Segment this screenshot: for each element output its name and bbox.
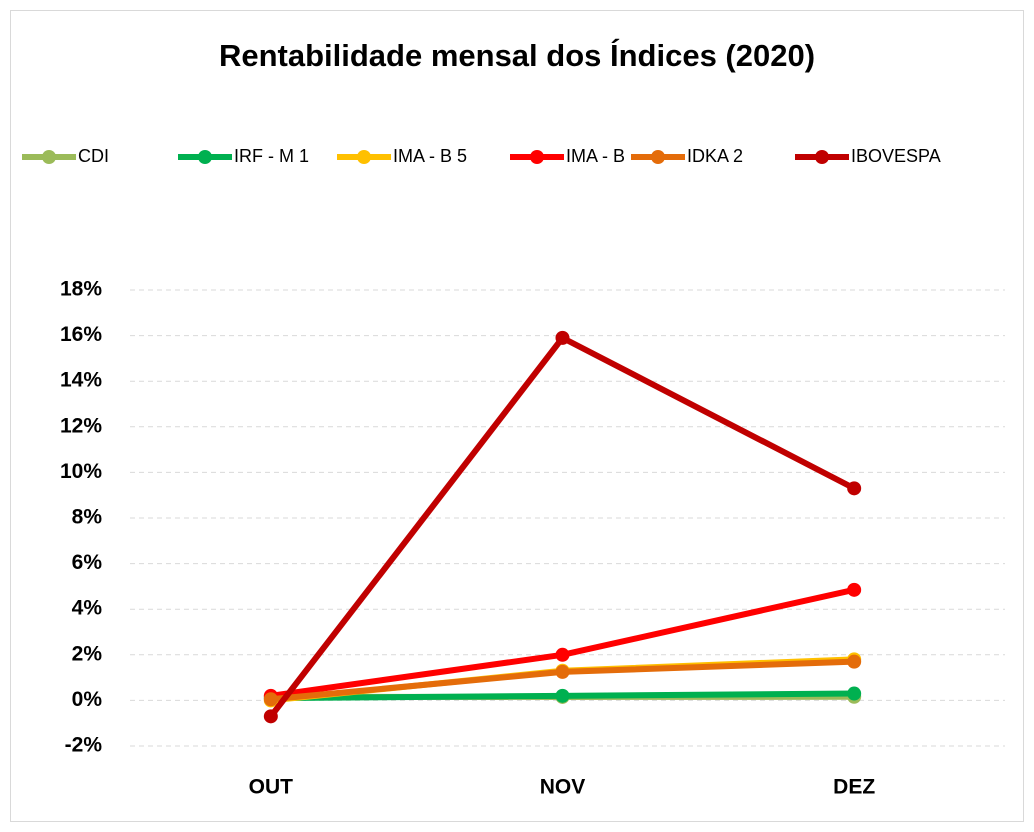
series-marker — [555, 664, 570, 679]
series-marker — [263, 692, 278, 707]
series-marker — [847, 654, 862, 669]
legend-marker — [198, 150, 212, 164]
legend-label: IDKA 2 — [687, 146, 743, 166]
series-marker — [847, 686, 862, 701]
y-tick-label: 16% — [60, 323, 102, 346]
legend-label: IMA - B — [566, 146, 625, 166]
legend-marker — [651, 150, 665, 164]
x-tick-label: DEZ — [833, 776, 875, 799]
series-marker — [847, 582, 862, 597]
legend-marker — [357, 150, 371, 164]
legend-label: IRF - M 1 — [234, 146, 309, 166]
legend-marker — [530, 150, 544, 164]
legend-label: IBOVESPA — [851, 146, 941, 166]
legend-marker — [815, 150, 829, 164]
legend-marker — [42, 150, 56, 164]
chart-title: Rentabilidade mensal dos Índices (2020) — [219, 38, 815, 73]
series-marker — [555, 647, 570, 662]
y-tick-label: 2% — [72, 642, 103, 665]
y-tick-label: 0% — [72, 688, 103, 711]
series-marker — [263, 709, 278, 724]
legend-label: CDI — [78, 146, 109, 166]
y-tick-label: 14% — [60, 369, 102, 392]
y-tick-label: 6% — [72, 551, 103, 574]
x-tick-label: NOV — [540, 776, 586, 799]
y-tick-label: 8% — [72, 506, 103, 529]
y-tick-label: 12% — [60, 414, 102, 437]
y-tick-label: -2% — [65, 734, 103, 757]
y-tick-label: 10% — [60, 460, 102, 483]
series-marker — [555, 688, 570, 703]
series-marker — [847, 481, 862, 496]
series-marker — [555, 330, 570, 345]
x-tick-label: OUT — [249, 776, 294, 799]
y-tick-label: 4% — [72, 597, 103, 620]
chart-border — [10, 10, 1024, 822]
legend-label: IMA - B 5 — [393, 146, 467, 166]
y-tick-label: 18% — [60, 278, 102, 301]
